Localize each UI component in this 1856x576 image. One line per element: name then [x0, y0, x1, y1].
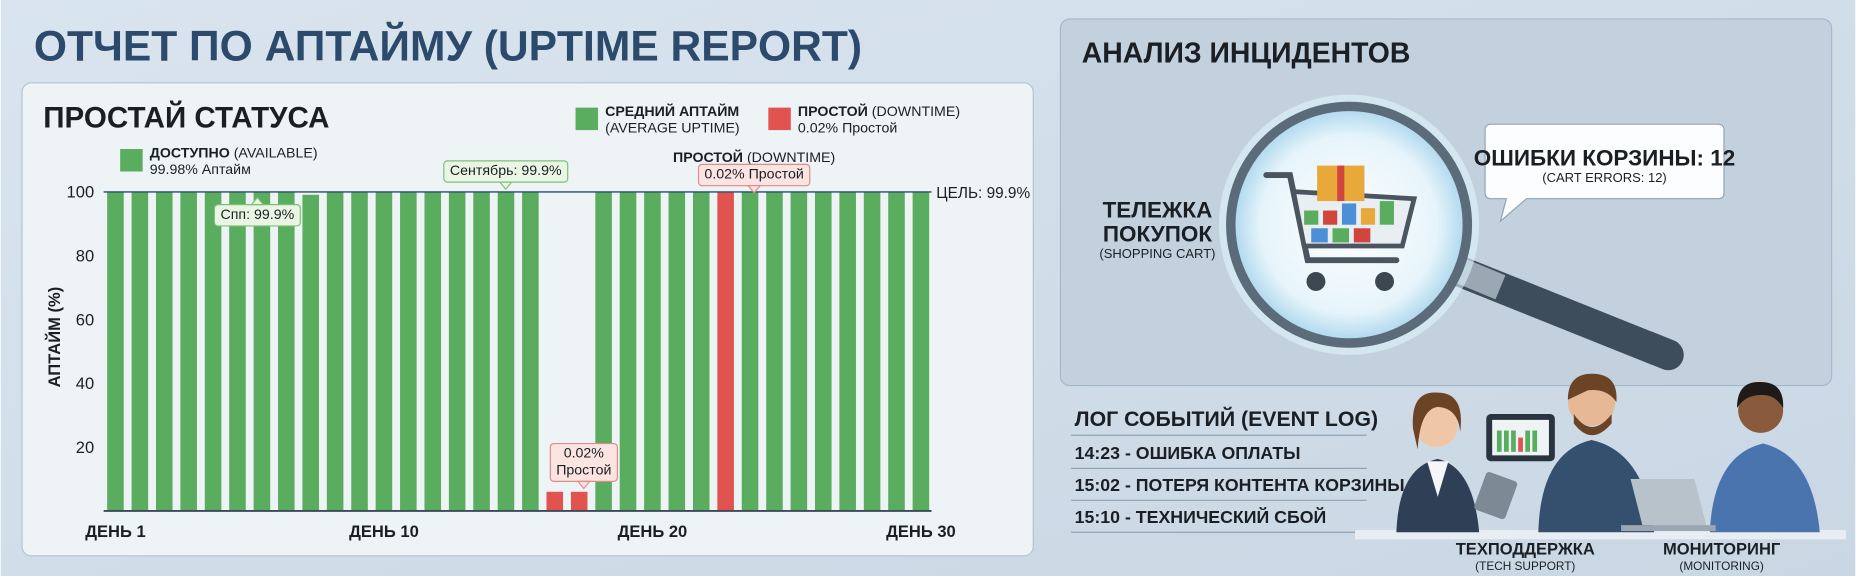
bar	[473, 191, 490, 511]
legend-entry: ПРОСТОЙ (DOWNTIME)	[798, 102, 960, 120]
legend-entry: СРЕДНИЙ АПТАЙМ	[605, 102, 739, 120]
x-tick-label: ДЕНЬ 1	[85, 522, 145, 541]
bar	[522, 191, 539, 511]
bar	[766, 191, 783, 511]
bar	[814, 191, 832, 511]
bar	[351, 191, 368, 511]
annotation-text: Сентябрь: 99.9%	[450, 163, 562, 179]
team-name: ТЕХПОДДЕРЖКА	[1456, 540, 1595, 559]
annotation-text: 0.02%	[564, 446, 605, 462]
y-tick-label: 80	[76, 246, 94, 265]
annotation-title-en: (DOWNTIME)	[747, 150, 835, 166]
bar	[278, 191, 295, 511]
bar	[546, 491, 564, 511]
y-tick-label: 20	[76, 438, 94, 457]
event-entry: 15:10 - ТЕХНИЧЕСКИЙ СБОЙ	[1075, 506, 1327, 527]
annotation-title-main: ПРОСТОЙ	[673, 148, 743, 166]
bar	[692, 191, 710, 511]
bar	[400, 191, 417, 511]
y-tick-label: 40	[76, 374, 94, 393]
x-tick-label: ДЕНЬ 20	[618, 522, 688, 541]
annotation-text: Спп: 99.9%	[221, 207, 295, 223]
bar	[448, 191, 466, 511]
error-callout	[1484, 123, 1725, 223]
bar	[375, 191, 393, 511]
bar	[741, 191, 759, 511]
bar	[253, 191, 271, 511]
bar	[619, 191, 637, 511]
event-entry: 15:02 - ПОТЕРЯ КОНТЕНТА КОРЗИНЫ	[1075, 475, 1405, 495]
cart-errors: ОШИБКИ КОРЗИНЫ: 12	[1474, 146, 1736, 171]
annotation-pointer	[498, 181, 513, 191]
bar	[644, 191, 661, 511]
bar	[668, 191, 686, 511]
bar	[131, 191, 149, 511]
bar	[912, 191, 930, 511]
legend-swatch	[768, 107, 791, 131]
annotation-pointer	[746, 185, 762, 194]
annotation-pointer	[250, 196, 265, 206]
team-name: МОНИТОРИНГ	[1663, 540, 1781, 559]
plot: 20 40 60 80 100 ДЕНЬ 1 ДЕНЬ 10 ДЕНЬ 20 ДЕНЬ 30 ЦЕ…	[67, 148, 1031, 541]
bar	[326, 191, 344, 511]
bar	[155, 191, 173, 511]
cart-label-en: (SHOPPING CART)	[1099, 246, 1215, 261]
magnifier	[1218, 94, 1684, 371]
page-title: ОТЧЕТ ПО АПТАЙМУ (UPTIME REPORT)	[34, 21, 862, 70]
y-tick-label: 60	[76, 310, 94, 329]
bar	[717, 191, 734, 511]
incident-title: АНАЛИЗ ИНЦИДЕНТОВ	[1082, 38, 1411, 70]
legend-note: 99.98% Аптайм	[150, 162, 251, 178]
team-name-en: (MONITORING)	[1679, 559, 1763, 573]
bar	[424, 191, 442, 511]
annotation-text: 0.02% Простой	[704, 167, 803, 183]
legend-swatch	[575, 107, 599, 131]
bar	[229, 191, 246, 511]
bar	[888, 191, 905, 511]
bar	[180, 191, 197, 511]
team-illustration	[1354, 373, 1846, 540]
bar	[497, 191, 515, 511]
legend-note: (AVERAGE UPTIME)	[605, 120, 740, 136]
legend-entry: ДОСТУПНО (AVAILABLE)	[150, 145, 318, 161]
bar	[302, 194, 319, 511]
legend-swatch	[120, 149, 143, 172]
x-tick-label: ДЕНЬ 10	[349, 522, 419, 541]
bar	[790, 191, 808, 511]
bar	[107, 191, 124, 511]
chart-title: ПРОСТАЙ СТАТУСА	[43, 101, 329, 135]
team-name-en: (TECH SUPPORT)	[1475, 559, 1575, 573]
legend-note: 0.02% Простой	[798, 120, 897, 136]
bar	[204, 191, 222, 511]
cart-errors-en: (CART ERRORS: 12)	[1542, 170, 1667, 185]
bar	[570, 491, 588, 511]
cart-label: ПОКУПОК	[1103, 221, 1213, 246]
y-tick-label: 100	[67, 183, 95, 202]
bar	[595, 191, 612, 511]
x-tick-label: ДЕНЬ 30	[886, 522, 956, 541]
bar	[863, 191, 881, 511]
cart	[1263, 165, 1418, 291]
event-entry: 14:23 - ОШИБКА ОПЛАТЫ	[1075, 443, 1301, 463]
annotation-pointer	[576, 480, 591, 490]
target-label: ЦЕЛЬ: 99.9%	[936, 185, 1030, 202]
annotation-text: Простой	[556, 462, 611, 478]
event-log-title: ЛОГ СОБЫТИЙ (EVENT LOG)	[1075, 406, 1378, 431]
annotation-title: ПРОСТОЙ (DOWNTIME)	[673, 148, 835, 166]
y-axis-label: АПТАЙМ (%)	[45, 287, 64, 388]
bar	[839, 191, 856, 511]
cart-label: ТЕЛЕЖКА	[1103, 198, 1213, 223]
